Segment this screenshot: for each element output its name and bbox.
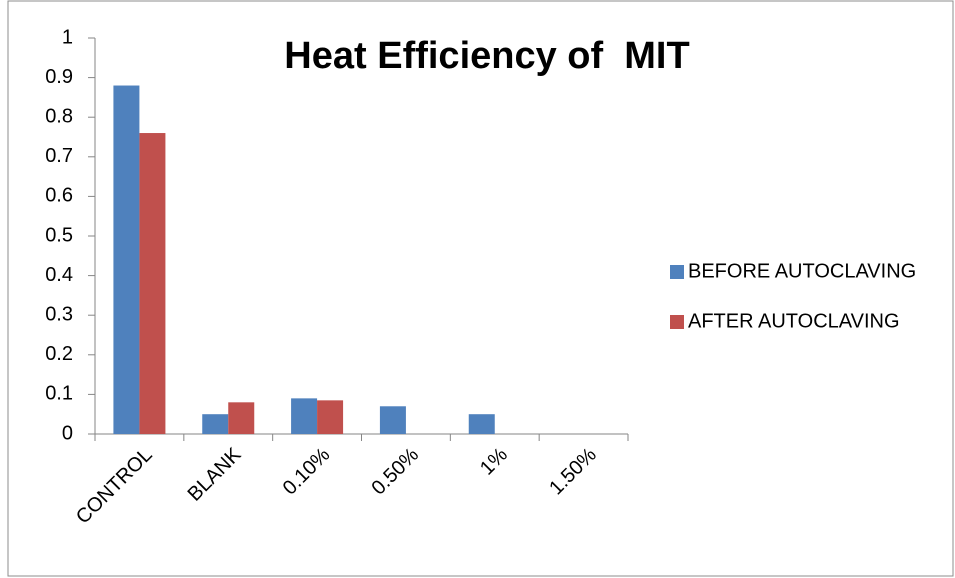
y-tick-label: 1 bbox=[62, 26, 73, 48]
y-tick-label: 0.4 bbox=[45, 264, 73, 286]
legend-swatch bbox=[670, 265, 684, 279]
bar bbox=[317, 400, 344, 434]
y-tick-label: 0.2 bbox=[45, 343, 73, 365]
chart-frame bbox=[7, 0, 954, 577]
bar bbox=[228, 402, 255, 434]
bar bbox=[468, 414, 495, 434]
bar bbox=[202, 414, 229, 434]
legend-label: AFTER AUTOCLAVING bbox=[688, 310, 900, 332]
y-tick-label: 0.7 bbox=[45, 145, 73, 167]
y-tick-label: 0.9 bbox=[45, 66, 73, 88]
chart-title: Heat Efficiency of MIT bbox=[284, 35, 689, 77]
bar bbox=[379, 406, 406, 434]
y-tick-label: 0.5 bbox=[45, 224, 73, 246]
y-tick-label: 0.1 bbox=[45, 383, 73, 405]
bar bbox=[291, 398, 318, 434]
legend-label: BEFORE AUTOCLAVING bbox=[688, 260, 916, 282]
y-tick-label: 0.3 bbox=[45, 303, 73, 325]
y-tick-label: 0 bbox=[62, 422, 73, 444]
y-tick-label: 0.8 bbox=[45, 105, 73, 127]
bar bbox=[113, 85, 140, 435]
bar bbox=[139, 133, 166, 435]
y-tick-label: 0.6 bbox=[45, 185, 73, 207]
legend-swatch bbox=[670, 315, 684, 329]
